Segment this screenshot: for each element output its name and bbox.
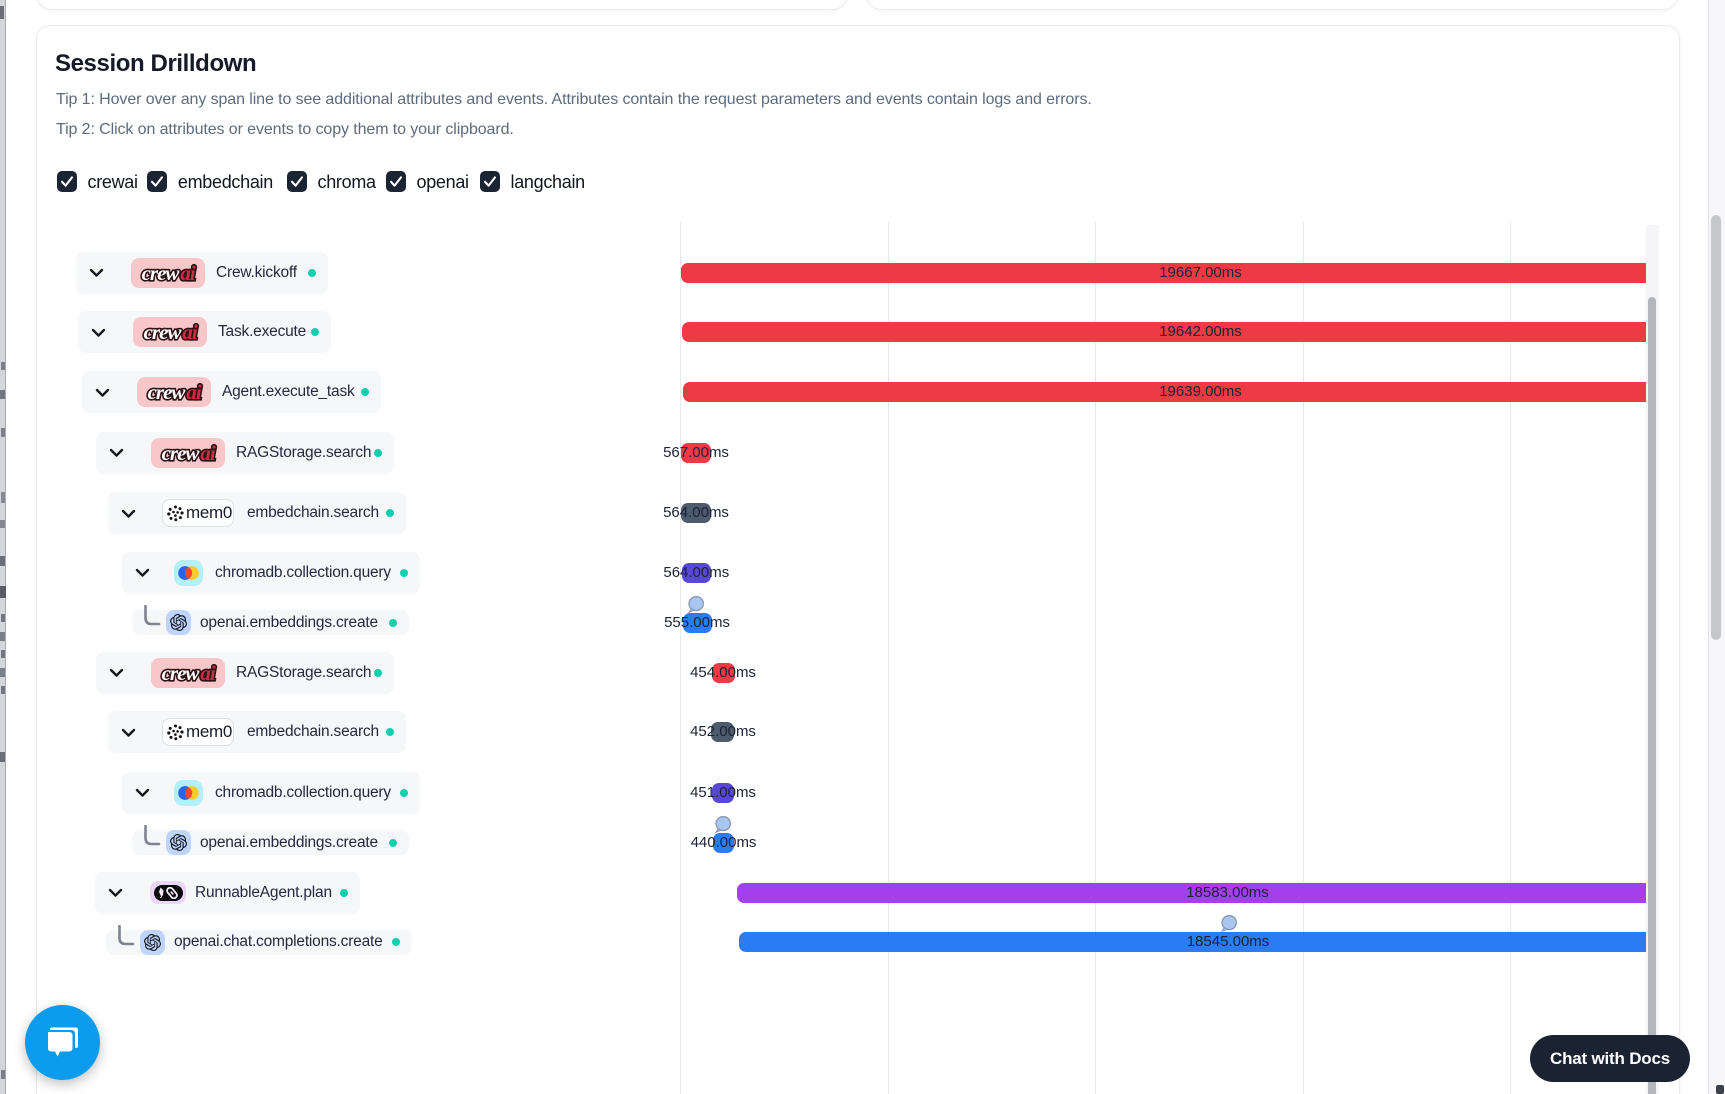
svg-text:ai: ai [186,380,202,404]
svg-text:crew: crew [162,441,201,465]
svg-text:crew: crew [148,380,187,404]
svg-text:crew: crew [144,320,183,344]
svg-text:ai: ai [182,320,198,344]
svg-text:ai: ai [200,441,216,465]
svg-text:crew: crew [162,661,201,685]
svg-text:ai: ai [180,261,196,285]
svg-text:ai: ai [200,661,216,685]
svg-text:crew: crew [142,261,181,285]
